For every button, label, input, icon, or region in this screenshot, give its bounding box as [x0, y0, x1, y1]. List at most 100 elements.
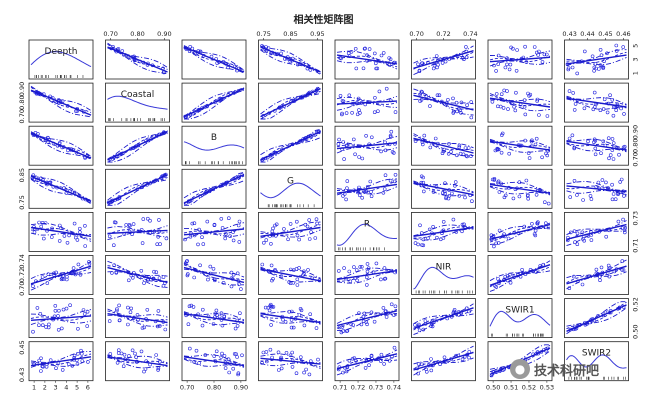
data-point — [294, 371, 299, 376]
data-point — [384, 315, 389, 319]
panel-frame — [105, 168, 170, 209]
smooth-curve — [184, 222, 245, 232]
data-point — [288, 222, 293, 226]
data-point — [37, 220, 41, 225]
data-point — [294, 267, 299, 271]
data-point — [532, 232, 537, 236]
data-point — [53, 303, 58, 308]
data-point — [367, 363, 371, 368]
data-point — [76, 262, 81, 267]
data-point — [350, 111, 354, 115]
data-point — [388, 178, 393, 183]
data-point — [575, 231, 580, 236]
data-point — [532, 45, 537, 49]
data-point — [229, 270, 234, 275]
data-point — [420, 243, 424, 247]
smooth-curve — [413, 98, 474, 116]
fit-line — [260, 87, 321, 118]
data-point — [223, 366, 228, 370]
data-point — [442, 355, 447, 360]
data-point — [572, 274, 576, 279]
data-point — [507, 67, 512, 72]
chart-title: 相关性矩阵图 — [293, 15, 354, 26]
data-point — [140, 326, 145, 330]
variable-label: R — [364, 219, 370, 229]
data-point — [268, 302, 273, 307]
fit-line — [107, 130, 168, 161]
fit-line — [566, 185, 627, 193]
data-point — [214, 349, 219, 354]
data-point — [357, 193, 362, 198]
fit-line — [107, 313, 168, 324]
data-point — [503, 193, 508, 198]
panel-frame — [564, 211, 629, 252]
data-point — [388, 135, 393, 139]
data-point — [237, 240, 242, 244]
axis-tick-label: 0.53 — [540, 384, 554, 392]
data-point — [443, 181, 447, 185]
data-point — [233, 326, 238, 331]
data-point — [593, 146, 598, 151]
smooth-curve — [566, 301, 627, 327]
axis-tick-label: 1 — [632, 71, 640, 75]
data-point — [281, 317, 285, 322]
data-point — [40, 323, 45, 328]
panel-frame — [28, 168, 94, 209]
panel-frame — [105, 298, 170, 339]
data-point — [314, 217, 319, 221]
data-point — [78, 272, 83, 277]
data-point — [217, 314, 222, 319]
smooth-curve — [489, 226, 551, 243]
watermark-text: 技术科研吧 — [534, 363, 600, 379]
data-point — [621, 217, 625, 222]
data-point — [302, 370, 306, 375]
data-point — [197, 361, 201, 365]
smooth-curve — [107, 172, 168, 201]
panel-frame — [28, 341, 94, 382]
data-point — [393, 173, 398, 177]
data-point — [344, 369, 349, 374]
smooth-curve — [260, 314, 321, 324]
data-point — [582, 49, 587, 54]
data-point — [39, 224, 44, 229]
data-point — [360, 156, 365, 161]
smooth-curve — [260, 311, 321, 323]
data-point — [452, 307, 457, 312]
data-point — [621, 268, 626, 272]
smooth-curve — [489, 138, 551, 148]
data-point — [190, 221, 195, 226]
data-point — [37, 358, 42, 363]
data-point — [43, 221, 48, 225]
data-point — [306, 268, 310, 272]
data-point — [599, 151, 603, 155]
axis-tick-label: 0.75 — [18, 195, 26, 209]
data-point — [389, 129, 394, 134]
panel-frame — [28, 211, 94, 252]
data-point — [145, 307, 150, 312]
smooth-curve — [336, 269, 398, 282]
smooth-curve — [566, 138, 627, 150]
data-point — [112, 220, 117, 224]
data-point — [581, 198, 585, 202]
data-point — [459, 111, 463, 115]
data-point — [511, 196, 516, 201]
axis-tick-label: 0.51 — [504, 384, 518, 392]
data-point — [365, 262, 370, 266]
panel-frame — [181, 255, 247, 295]
data-point — [599, 265, 604, 270]
data-point — [206, 277, 210, 282]
data-point — [211, 322, 216, 326]
data-point — [270, 278, 274, 283]
fit-line — [30, 226, 92, 237]
data-point — [164, 236, 169, 241]
smooth-curve — [183, 89, 245, 120]
data-point — [592, 69, 596, 73]
data-point — [236, 223, 241, 228]
fit-line — [107, 266, 168, 284]
data-point — [533, 228, 538, 233]
axis-tick-label: 0.46 — [616, 30, 630, 38]
smooth-curve — [260, 221, 321, 234]
data-point — [381, 306, 386, 310]
panel-frame — [334, 125, 400, 166]
fit-line — [413, 351, 474, 371]
